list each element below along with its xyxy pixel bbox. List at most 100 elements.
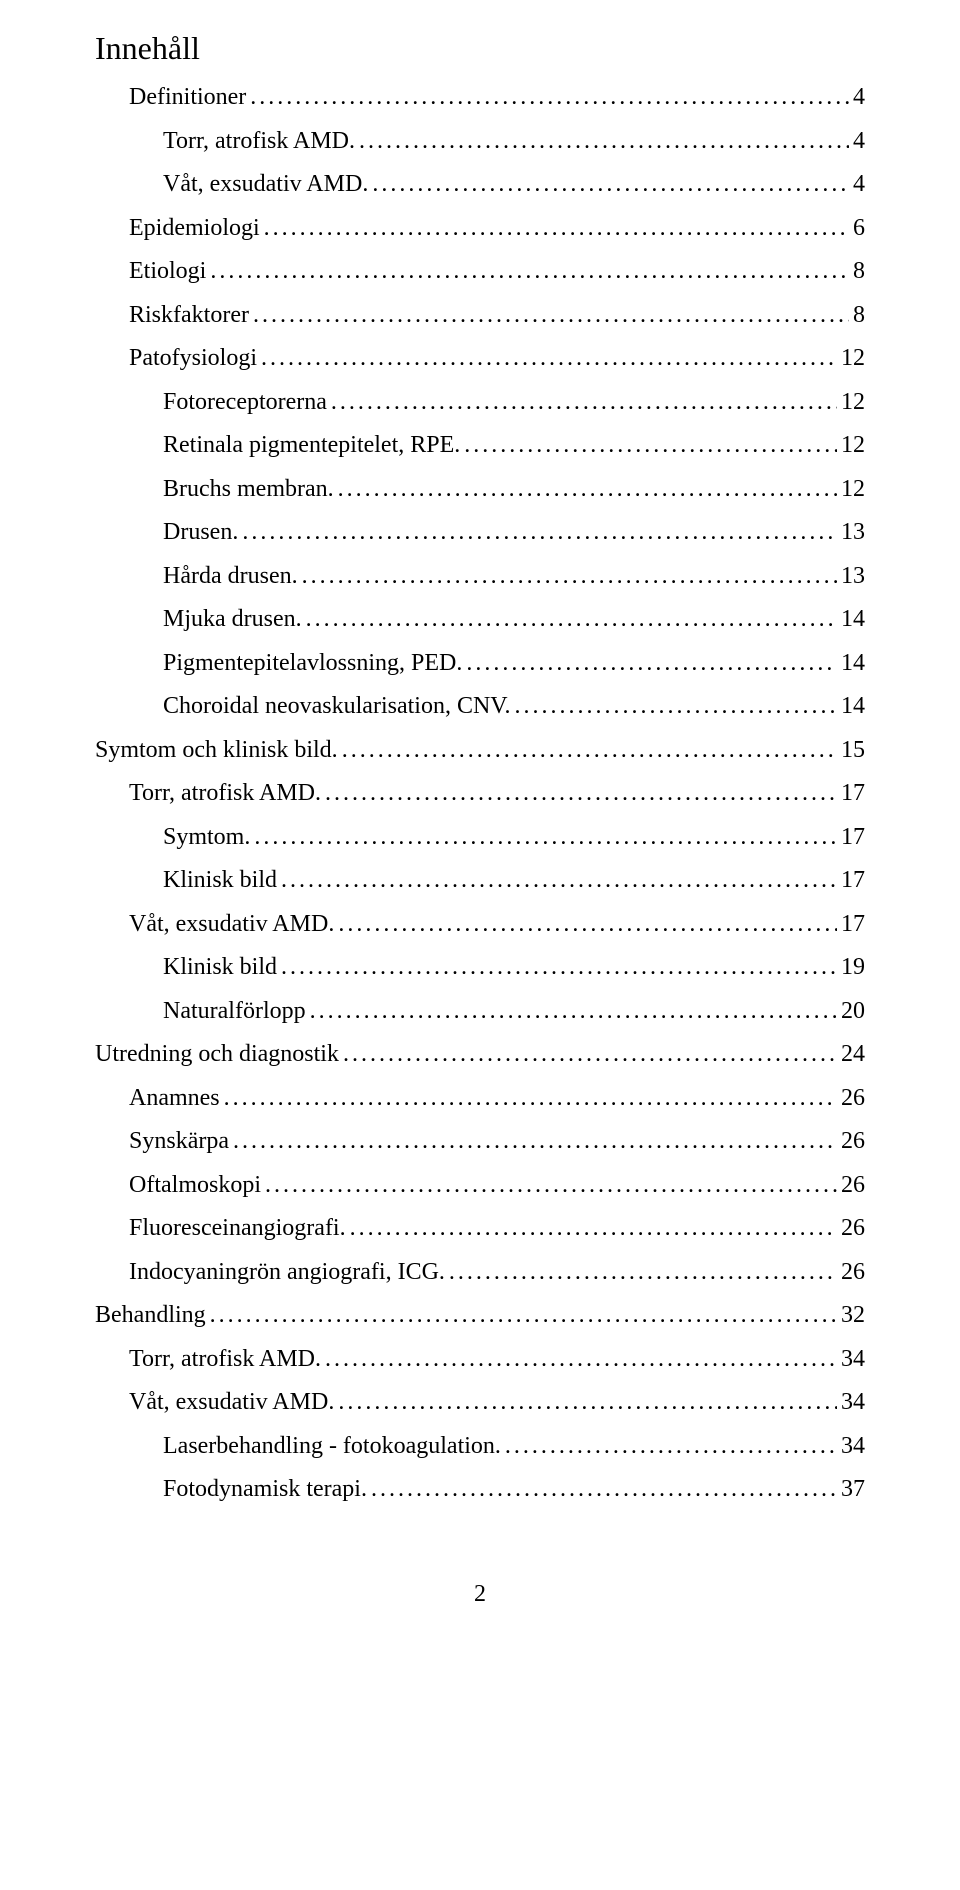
toc-entry: Utredning och diagnostik 24 — [95, 1042, 865, 1066]
toc-leader-dots — [338, 1390, 837, 1414]
toc-leader-dots — [210, 259, 849, 283]
toc-entry-label: Riskfaktorer — [129, 303, 249, 327]
toc-entry-label: Klinisk bild — [163, 868, 277, 892]
toc-entry-page: 4 — [853, 129, 865, 153]
toc-entry-label: Pigmentepitelavlossning, PED. — [163, 651, 462, 675]
toc-entry-page: 4 — [853, 172, 865, 196]
toc-leader-dots — [210, 1303, 837, 1327]
toc-entry: Synskärpa26 — [95, 1129, 865, 1153]
toc-leader-dots — [515, 694, 837, 718]
toc-leader-dots — [302, 564, 837, 588]
toc-entry-page: 32 — [841, 1303, 865, 1327]
toc-entry: Epidemiologi6 — [95, 216, 865, 240]
toc-entry: Fotoreceptorerna12 — [95, 390, 865, 414]
toc-leader-dots — [242, 520, 837, 544]
toc-entry-label: Drusen. — [163, 520, 238, 544]
toc-entry: Klinisk bild 17 — [95, 868, 865, 892]
toc-entry-page: 26 — [841, 1216, 865, 1240]
toc-entry-label: Patofysiologi — [129, 346, 257, 370]
toc-leader-dots — [338, 912, 837, 936]
toc-entry: Definitioner 4 — [95, 85, 865, 109]
toc-entry: Drusen. 13 — [95, 520, 865, 544]
toc-leader-dots — [359, 129, 849, 153]
toc-entry-page: 8 — [853, 303, 865, 327]
toc-entry-page: 13 — [841, 520, 865, 544]
toc-entry-label: Våt, exsudativ AMD. — [129, 1390, 334, 1414]
toc-entry: Laserbehandling - fotokoagulation. 34 — [95, 1434, 865, 1458]
toc-entry-label: Oftalmoskopi — [129, 1173, 261, 1197]
toc-entry-label: Torr, atrofisk AMD. — [129, 1347, 321, 1371]
toc-entry-label: Hårda drusen. — [163, 564, 298, 588]
toc-entry-page: 37 — [841, 1477, 865, 1501]
toc-entry-label: Behandling — [95, 1303, 206, 1327]
toc-leader-dots — [343, 1042, 837, 1066]
toc-entry: Mjuka drusen. 14 — [95, 607, 865, 631]
toc-entry-label: Torr, atrofisk AMD. — [129, 781, 321, 805]
toc-entry-label: Epidemiologi — [129, 216, 260, 240]
toc-leader-dots — [325, 1347, 837, 1371]
toc-leader-dots — [250, 85, 849, 109]
toc-leader-dots — [464, 433, 837, 457]
toc-entry-label: Indocyaningrön angiografi, ICG. — [129, 1260, 445, 1284]
toc-entry-label: Våt, exsudativ AMD. — [163, 172, 368, 196]
toc-leader-dots — [371, 1477, 837, 1501]
toc-leader-dots — [325, 781, 837, 805]
toc-entry-label: Mjuka drusen. — [163, 607, 302, 631]
page-number: 2 — [95, 1581, 865, 1608]
toc-entry-label: Symtom. — [163, 825, 250, 849]
toc-entry-page: 12 — [841, 477, 865, 501]
toc-leader-dots — [261, 346, 837, 370]
toc-entry-page: 4 — [853, 85, 865, 109]
toc-entry-page: 14 — [841, 651, 865, 675]
toc-entry-label: Klinisk bild — [163, 955, 277, 979]
toc-entry-page: 34 — [841, 1390, 865, 1414]
toc-entry-label: Retinala pigmentepitelet, RPE. — [163, 433, 460, 457]
toc-leader-dots — [306, 607, 837, 631]
toc-entry-label: Våt, exsudativ AMD. — [129, 912, 334, 936]
toc-leader-dots — [449, 1260, 837, 1284]
toc-leader-dots — [350, 1216, 837, 1240]
toc-entry-label: Fotoreceptorerna — [163, 390, 327, 414]
toc-leader-dots — [342, 738, 837, 762]
toc-entry-label: Choroidal neovaskularisation, CNV. — [163, 694, 511, 718]
toc-entry-page: 26 — [841, 1129, 865, 1153]
toc-entry: Riskfaktorer 8 — [95, 303, 865, 327]
toc-entry: Symtom och klinisk bild. 15 — [95, 738, 865, 762]
toc-entry-page: 12 — [841, 346, 865, 370]
toc-entry-label: Etiologi — [129, 259, 206, 283]
toc-leader-dots — [233, 1129, 837, 1153]
toc-entry-label: Laserbehandling - fotokoagulation. — [163, 1434, 501, 1458]
toc-entry: Naturalförlopp20 — [95, 999, 865, 1023]
toc-entry-page: 17 — [841, 825, 865, 849]
toc-entry: Behandling 32 — [95, 1303, 865, 1327]
toc-entry-label: Definitioner — [129, 85, 246, 109]
toc-leader-dots — [281, 868, 837, 892]
toc-entry: Torr, atrofisk AMD.17 — [95, 781, 865, 805]
toc-entry: Hårda drusen. 13 — [95, 564, 865, 588]
toc-entry: Pigmentepitelavlossning, PED. 14 — [95, 651, 865, 675]
toc-entry-page: 24 — [841, 1042, 865, 1066]
document-page: Innehåll Definitioner 4 Torr, atrofisk AMD… — [0, 0, 960, 1648]
toc-leader-dots — [310, 999, 837, 1023]
toc-entry-label: Utredning och diagnostik — [95, 1042, 339, 1066]
toc-entry-page: 34 — [841, 1434, 865, 1458]
toc-entry-page: 14 — [841, 694, 865, 718]
toc-entry: Klinisk bild19 — [95, 955, 865, 979]
toc-entry: Bruchs membran. 12 — [95, 477, 865, 501]
toc-entry-label: Bruchs membran. — [163, 477, 334, 501]
toc-entry: Fotodynamisk terapi.37 — [95, 1477, 865, 1501]
toc-entry: Etiologi 8 — [95, 259, 865, 283]
toc-entry: Symtom. 17 — [95, 825, 865, 849]
toc-entry-page: 13 — [841, 564, 865, 588]
toc-entry-label: Symtom och klinisk bild. — [95, 738, 338, 762]
toc-entry-page: 14 — [841, 607, 865, 631]
toc-entry-page: 17 — [841, 868, 865, 892]
toc-entry-page: 8 — [853, 259, 865, 283]
toc-title: Innehåll — [95, 30, 865, 67]
toc-entry-page: 26 — [841, 1260, 865, 1284]
toc-entry: Retinala pigmentepitelet, RPE.12 — [95, 433, 865, 457]
toc-entry-label: Torr, atrofisk AMD. — [163, 129, 355, 153]
toc-entry-page: 15 — [841, 738, 865, 762]
toc-entry: Våt, exsudativ AMD. 34 — [95, 1390, 865, 1414]
toc-entry: Oftalmoskopi26 — [95, 1173, 865, 1197]
